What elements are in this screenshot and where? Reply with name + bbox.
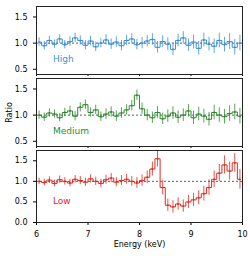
svg-text:High: High bbox=[53, 54, 74, 64]
svg-text:9: 9 bbox=[188, 230, 193, 239]
svg-text:Low: Low bbox=[53, 196, 71, 206]
svg-text:0.5: 0.5 bbox=[15, 137, 28, 146]
svg-text:8: 8 bbox=[137, 230, 142, 239]
svg-text:1.5: 1.5 bbox=[15, 85, 28, 94]
svg-text:Energy (keV): Energy (keV) bbox=[114, 240, 166, 249]
svg-text:1.5: 1.5 bbox=[15, 13, 28, 22]
svg-text:1.0: 1.0 bbox=[15, 177, 28, 186]
svg-text:0.5: 0.5 bbox=[15, 65, 28, 74]
svg-text:0.5: 0.5 bbox=[15, 197, 28, 206]
svg-text:0.0: 0.0 bbox=[15, 218, 28, 227]
svg-text:7: 7 bbox=[85, 230, 90, 239]
svg-text:10: 10 bbox=[237, 230, 247, 239]
svg-text:Medium: Medium bbox=[53, 126, 89, 136]
svg-text:Ratio: Ratio bbox=[5, 102, 14, 123]
svg-text:6: 6 bbox=[34, 230, 39, 239]
svg-text:1.0: 1.0 bbox=[15, 39, 28, 48]
svg-text:1.0: 1.0 bbox=[15, 111, 28, 120]
svg-text:1.5: 1.5 bbox=[15, 156, 28, 165]
